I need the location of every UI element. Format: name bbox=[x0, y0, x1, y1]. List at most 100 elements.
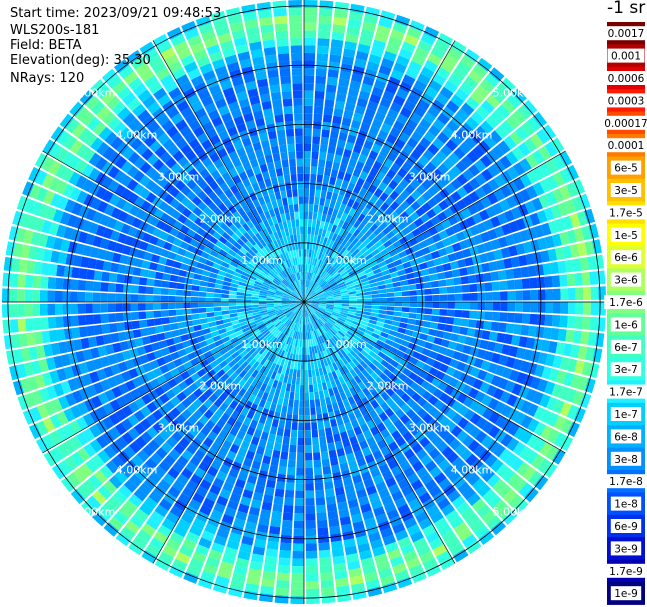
gate-cell bbox=[365, 157, 375, 167]
gate-cell bbox=[304, 37, 316, 46]
gate-cell bbox=[309, 291, 316, 298]
gate-cell bbox=[374, 272, 383, 279]
gate-cell bbox=[325, 291, 333, 295]
gate-cell bbox=[421, 246, 431, 256]
gate-cell bbox=[456, 199, 467, 211]
gate-cell bbox=[338, 78, 350, 88]
gate-cell bbox=[315, 68, 327, 77]
gate-cell bbox=[376, 24, 391, 36]
gate-cell bbox=[338, 283, 347, 289]
gate-cell bbox=[352, 168, 362, 178]
gate-cell bbox=[323, 285, 330, 291]
gate-cell bbox=[318, 159, 326, 168]
gate-cell bbox=[362, 249, 371, 258]
gate-cell bbox=[359, 171, 369, 181]
gate-cell bbox=[392, 226, 402, 235]
gate-cell bbox=[364, 108, 376, 119]
gate-cell bbox=[519, 229, 530, 242]
gate-cell bbox=[406, 27, 422, 40]
gate-cell bbox=[438, 175, 450, 187]
gate-cell bbox=[359, 274, 368, 280]
gate-cell bbox=[305, 287, 308, 295]
gate-cell bbox=[472, 63, 488, 78]
gate-cell bbox=[374, 32, 389, 43]
gate-cell bbox=[423, 131, 436, 143]
gate-cell bbox=[390, 162, 401, 174]
gate-cell bbox=[315, 220, 321, 228]
gate-cell bbox=[474, 200, 485, 212]
gate-cell bbox=[368, 278, 377, 284]
gate-cell bbox=[317, 259, 323, 268]
gate-cell bbox=[374, 79, 387, 90]
gate-cell bbox=[421, 179, 433, 190]
gate-cell bbox=[334, 226, 342, 235]
gate-cell bbox=[327, 207, 334, 216]
gate-cell bbox=[333, 217, 341, 226]
gate-cell bbox=[452, 67, 467, 81]
gate-cell bbox=[304, 296, 310, 302]
gate-cell bbox=[369, 260, 378, 268]
gate-cell bbox=[398, 132, 410, 143]
gate-cell bbox=[371, 86, 384, 97]
gate-cell bbox=[468, 164, 481, 177]
gate-cell bbox=[347, 134, 357, 144]
gate-cell bbox=[508, 220, 519, 233]
gate-cell bbox=[485, 206, 497, 218]
gate-cell bbox=[526, 227, 537, 240]
gate-cell bbox=[331, 192, 339, 202]
gate-cell bbox=[350, 119, 361, 130]
gate-cell bbox=[452, 242, 462, 252]
gate-cell bbox=[324, 264, 331, 272]
gate-cell bbox=[496, 83, 511, 98]
gate-cell bbox=[316, 276, 322, 284]
gate-cell bbox=[338, 228, 345, 237]
gate-cell bbox=[480, 196, 492, 209]
colorbar-tick-label: 1e-9 bbox=[614, 588, 638, 600]
gate-cell bbox=[392, 22, 408, 34]
gate-cell bbox=[318, 205, 324, 214]
gate-cell bbox=[512, 232, 523, 244]
gate-cell bbox=[323, 106, 334, 116]
gate-cell bbox=[306, 241, 310, 250]
gate-cell bbox=[331, 224, 338, 233]
gate-cell bbox=[344, 41, 357, 51]
gate-cell bbox=[348, 11, 364, 21]
colorbar-tick-label: 0.0017 bbox=[608, 28, 645, 40]
gate-cell bbox=[394, 195, 405, 206]
gate-cell bbox=[362, 21, 377, 32]
gate-cell bbox=[409, 211, 420, 222]
start-time-label: Start time: 2023/09/21 09:48:53 bbox=[10, 6, 222, 21]
gate-cell bbox=[318, 228, 323, 237]
gate-cell bbox=[532, 182, 545, 196]
gate-cell bbox=[315, 251, 320, 259]
gate-cell bbox=[414, 143, 427, 155]
gate-cell bbox=[390, 29, 405, 41]
gate-cell bbox=[369, 93, 381, 105]
gate-cell bbox=[427, 185, 439, 197]
gate-cell bbox=[337, 85, 348, 95]
gate-cell bbox=[405, 206, 415, 216]
gate-cell bbox=[310, 281, 316, 289]
gate-cell bbox=[325, 275, 332, 282]
gate-cell bbox=[317, 30, 331, 39]
gate-cell bbox=[449, 165, 462, 178]
gate-cell bbox=[349, 80, 361, 91]
gate-cell bbox=[356, 97, 368, 108]
gate-cell bbox=[352, 112, 364, 123]
gate-cell bbox=[530, 133, 544, 149]
gate-cell bbox=[339, 203, 347, 212]
gate-cell bbox=[366, 61, 380, 72]
gate-cell bbox=[339, 288, 348, 292]
gate-cell bbox=[505, 151, 519, 165]
gate-cell bbox=[343, 240, 352, 249]
gate-cell bbox=[310, 166, 318, 175]
gate-cell bbox=[357, 213, 366, 223]
gate-cell bbox=[310, 265, 314, 273]
gate-cell bbox=[352, 262, 361, 269]
gate-cell bbox=[411, 53, 426, 66]
gate-cell bbox=[309, 257, 314, 265]
gate-cell bbox=[437, 112, 450, 125]
gate-cell bbox=[330, 39, 344, 49]
gate-cell bbox=[389, 190, 400, 201]
gate-cell bbox=[341, 196, 350, 206]
